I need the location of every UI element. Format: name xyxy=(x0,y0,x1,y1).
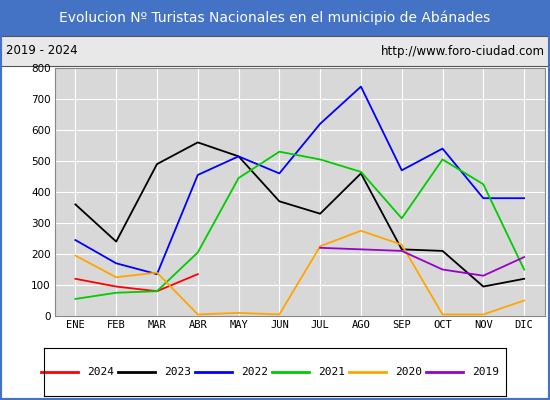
Text: 2022: 2022 xyxy=(241,367,268,377)
Text: 2021: 2021 xyxy=(318,367,345,377)
Text: 2024: 2024 xyxy=(87,367,114,377)
Text: Evolucion Nº Turistas Nacionales en el municipio de Abánades: Evolucion Nº Turistas Nacionales en el m… xyxy=(59,11,491,25)
Text: 2020: 2020 xyxy=(395,367,422,377)
Text: http://www.foro-ciudad.com: http://www.foro-ciudad.com xyxy=(381,44,544,58)
Text: 2019: 2019 xyxy=(472,367,499,377)
Text: 2023: 2023 xyxy=(164,367,191,377)
Text: 2019 - 2024: 2019 - 2024 xyxy=(6,44,77,58)
